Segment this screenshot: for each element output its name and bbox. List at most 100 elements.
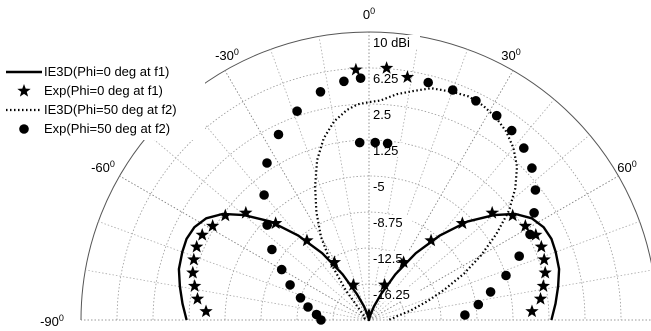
radial-label-bg — [371, 215, 413, 229]
grid-spoke — [85, 269, 370, 321]
angle-tick-label-5: -900 — [40, 313, 64, 329]
dot-marker-27 — [525, 229, 535, 240]
grid-ring-6 — [296, 247, 442, 321]
radial-label-bg — [371, 107, 398, 121]
legend-item-3: IE3D(Phi=50 deg at f2) — [6, 102, 177, 117]
radial-label-bg — [371, 143, 405, 157]
series-line-1 — [177, 212, 561, 322]
angle-tick-label-1: -300 — [215, 47, 239, 63]
dot-marker-25 — [530, 185, 541, 195]
radial-label-bg — [371, 179, 390, 193]
dot-marker-4 — [285, 280, 295, 290]
star-marker-6 — [195, 228, 209, 241]
series-1 — [177, 212, 561, 322]
angle-tick-label-2: 300 — [501, 47, 520, 63]
grid-spoke — [148, 134, 370, 321]
star-marker-7 — [206, 219, 220, 232]
dot-marker-14 — [355, 73, 366, 83]
grid-spoke — [368, 134, 590, 321]
dot-marker-2 — [303, 302, 313, 312]
dot-marker-15 — [354, 137, 365, 148]
dot-marker-31 — [473, 299, 484, 310]
grid-spoke — [119, 175, 370, 321]
dot-marker-32 — [460, 310, 470, 320]
dot-marker-8 — [259, 190, 269, 200]
dot-marker-21 — [491, 110, 502, 121]
legend-label-3: IE3D(Phi=50 deg at f2) — [44, 102, 177, 117]
star-marker-15 — [379, 61, 394, 74]
dot-marker-30 — [485, 287, 496, 297]
star-marker-27 — [538, 265, 552, 279]
dot-marker-26 — [529, 208, 539, 218]
star-marker-25 — [534, 239, 548, 253]
star-marker-21 — [485, 205, 499, 219]
legend: IE3D(Phi=0 deg at f1) Exp(Phi=0 deg at f… — [0, 58, 205, 140]
grid-spoke — [368, 70, 514, 321]
dot-marker-20 — [471, 96, 481, 106]
star-marker-26 — [537, 252, 551, 266]
star-marker-5 — [190, 239, 204, 253]
legend-label-4: Exp(Phi=50 deg at f2) — [44, 121, 170, 136]
dot-marker-29 — [501, 270, 511, 281]
legend-item-4: Exp(Phi=50 deg at f2) — [19, 121, 170, 136]
angle-tick-label-4: 600 — [617, 159, 636, 175]
grid-spoke — [183, 99, 370, 321]
star-marker-0 — [199, 304, 213, 318]
dot-marker-12 — [315, 87, 326, 97]
star-marker-18 — [396, 255, 411, 269]
dot-marker-10 — [273, 129, 284, 140]
star-marker-1 — [190, 291, 205, 305]
radial-tick-label-3: 1.25 — [373, 143, 398, 158]
series-3 — [314, 87, 519, 322]
star-marker-20 — [455, 216, 470, 229]
legend-swatch-2 — [17, 84, 31, 97]
polar-grid — [80, 31, 651, 321]
legend-item-2: Exp(Phi=0 deg at f1) — [17, 83, 163, 98]
dot-marker-18 — [423, 77, 434, 88]
dot-marker-13 — [339, 76, 349, 87]
star-marker-30 — [525, 304, 539, 318]
angle-labels: 00 -300 300 -600 600 -900 — [40, 6, 637, 329]
radial-tick-label-1: 6.25 — [373, 71, 398, 86]
dot-marker-19 — [447, 85, 458, 95]
radial-tick-label-6: -12.5 — [373, 251, 403, 266]
series-line-3 — [314, 87, 519, 322]
dot-marker-11 — [292, 106, 302, 116]
radial-tick-label-0: 10 dBi — [373, 35, 410, 50]
grid-spoke — [368, 99, 555, 321]
series-layer — [177, 61, 561, 325]
radial-label-bg — [371, 35, 420, 49]
legend-label-2: Exp(Phi=0 deg at f1) — [44, 83, 163, 98]
legend-label-1: IE3D(Phi=0 deg at f1) — [44, 64, 169, 79]
star-marker-13 — [346, 277, 361, 291]
dot-marker-28 — [514, 251, 524, 261]
star-marker-23 — [518, 219, 532, 232]
dot-marker-22 — [506, 125, 517, 136]
legend-swatch-4 — [19, 124, 29, 134]
dot-marker-17 — [382, 138, 393, 149]
star-marker-28 — [536, 279, 550, 292]
legend-star-glyph — [17, 84, 31, 97]
grid-spoke — [368, 49, 468, 321]
grid-spoke — [368, 269, 651, 321]
grid-spoke — [368, 175, 619, 321]
grid-spoke — [368, 221, 640, 321]
series-4 — [259, 73, 541, 325]
dot-marker-7 — [262, 220, 273, 230]
star-marker-8 — [218, 208, 232, 222]
dot-marker-5 — [276, 264, 287, 275]
dot-marker-23 — [519, 143, 529, 153]
star-marker-4 — [187, 252, 201, 266]
grid-spoke — [318, 36, 370, 321]
angle-tick-label-3: -600 — [91, 159, 115, 175]
dot-marker-24 — [527, 163, 537, 173]
star-marker-22 — [506, 208, 520, 222]
star-marker-17 — [377, 277, 392, 291]
dot-marker-3 — [295, 293, 306, 303]
radial-tick-label-2: 2.5 — [373, 107, 391, 122]
grid-spoke — [368, 36, 420, 321]
star-marker-12 — [327, 255, 342, 269]
star-marker-9 — [239, 205, 253, 219]
